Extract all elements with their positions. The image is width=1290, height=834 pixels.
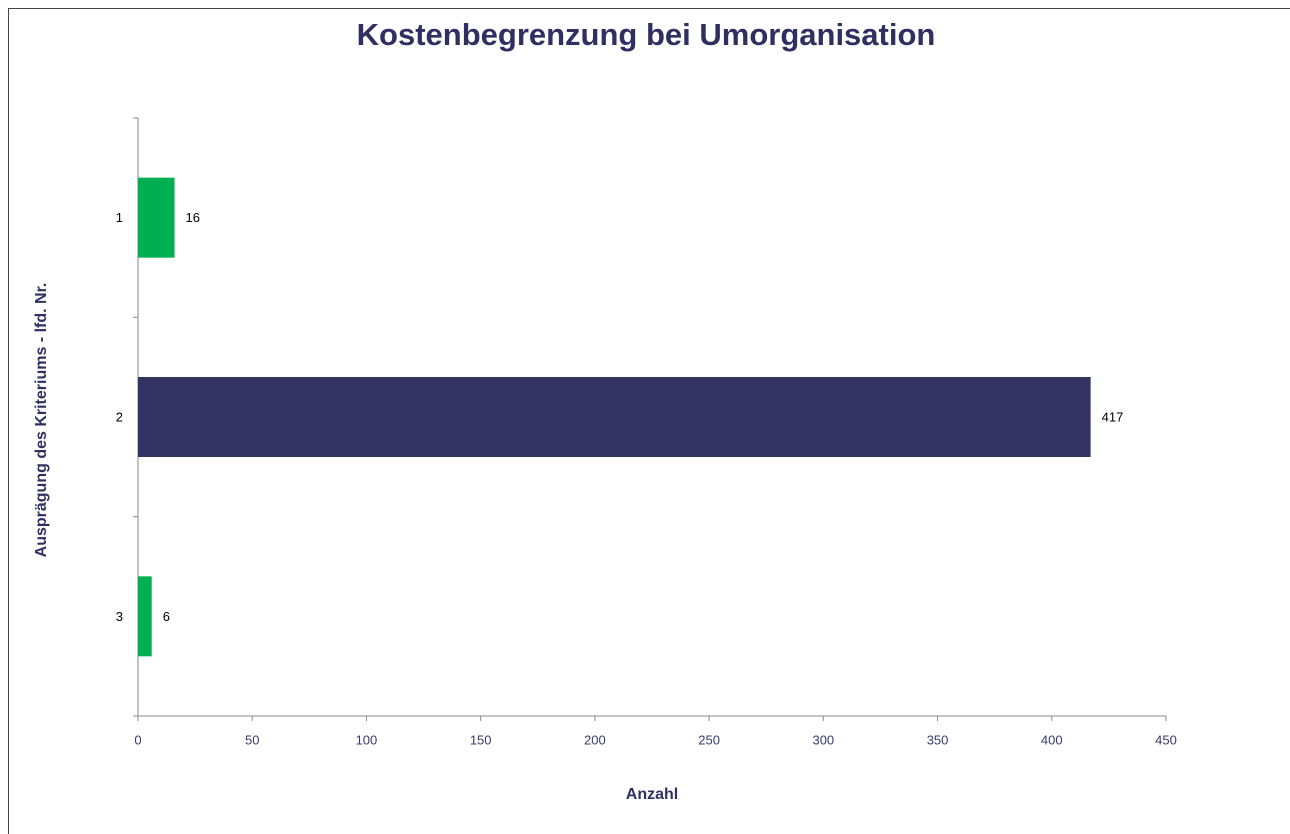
x-tick-label: 350 [927, 732, 949, 747]
value-label: 6 [163, 609, 170, 624]
x-tick-label: 0 [134, 732, 141, 747]
bar [138, 377, 1091, 457]
x-tick-label: 400 [1041, 732, 1063, 747]
chart-title: Kostenbegrenzung bei Umorganisation [357, 17, 936, 52]
y-tick-label: 1 [116, 210, 123, 225]
x-tick-label: 200 [584, 732, 606, 747]
y-tick-label: 3 [116, 609, 123, 624]
bar [138, 576, 152, 657]
bar [138, 177, 175, 258]
y-tick-label: 2 [116, 409, 123, 424]
frame [8, 8, 1290, 834]
x-tick-label: 300 [812, 732, 834, 747]
x-tick-label: 150 [470, 732, 492, 747]
x-tick-label: 450 [1155, 732, 1177, 747]
x-tick-label: 50 [245, 732, 259, 747]
value-label: 417 [1102, 409, 1124, 424]
x-tick-label: 100 [356, 732, 378, 747]
y-axis-label: Ausprägung des Kriteriums - lfd. Nr. [33, 283, 50, 558]
x-axis-label: Anzahl [626, 786, 678, 803]
x-tick-label: 250 [698, 732, 720, 747]
value-label: 16 [186, 210, 200, 225]
